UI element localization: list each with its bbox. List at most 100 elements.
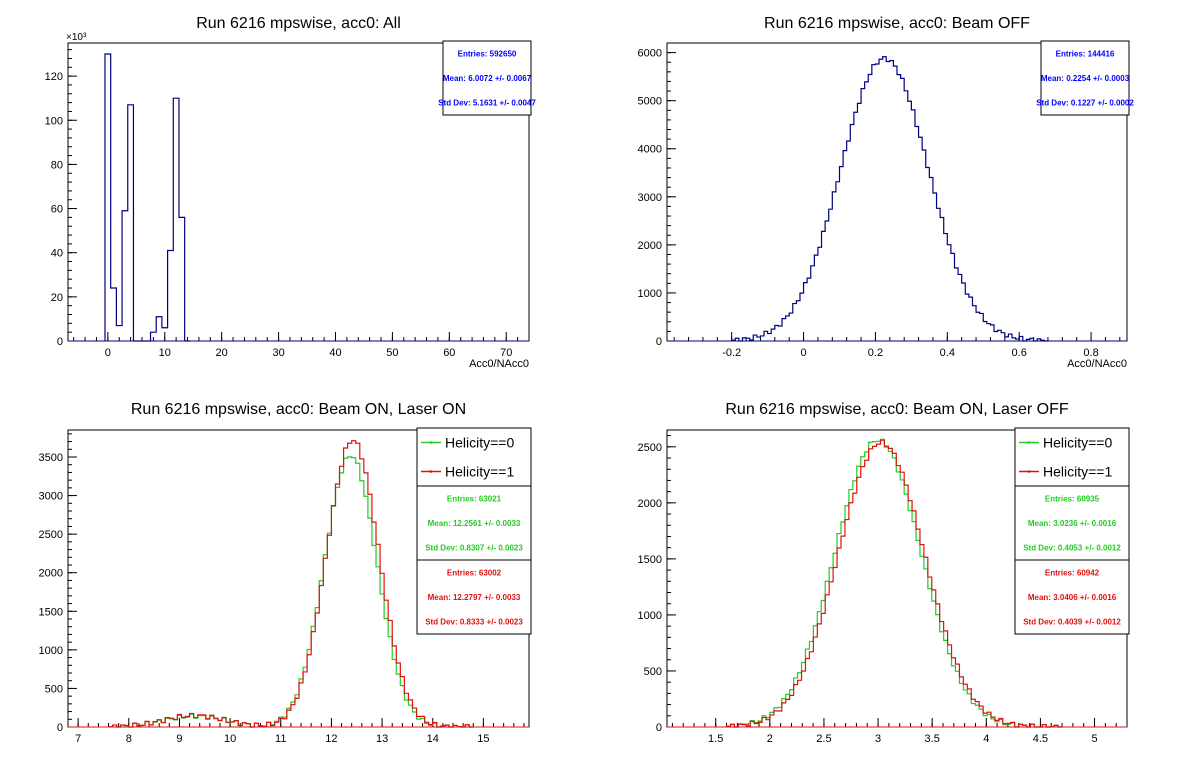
x-tick-label: 13 <box>376 733 388 745</box>
chart-title: Run 6216 mpswise, acc0: Beam ON, Laser O… <box>725 401 1068 418</box>
x-tick-label: 4.5 <box>1033 733 1048 745</box>
legend-label: Helicity==1 <box>1043 464 1112 480</box>
x-tick-label: 70 <box>500 347 512 359</box>
stat-entries: Entries: 63002 <box>447 568 502 577</box>
legend-marker <box>429 470 433 473</box>
x-axis-label: Acc0/NAcc0 <box>1067 358 1127 370</box>
y-tick-label: 1000 <box>638 288 662 300</box>
histogram-series-helicity-0 <box>725 438 1063 728</box>
stat-mean: Mean: 6.0072 +/- 0.0067 <box>443 74 532 83</box>
x-tick-label: 0.2 <box>868 347 883 359</box>
stat-entries: Entries: 60935 <box>1045 494 1100 503</box>
stat-stddev: Std Dev: 0.4039 +/- 0.0012 <box>1023 618 1121 627</box>
histogram-series-0 <box>104 53 191 342</box>
legend-label: Helicity==0 <box>445 435 514 451</box>
y-tick-label: 6000 <box>638 48 662 60</box>
stat-mean: Mean: 12.2797 +/- 0.0033 <box>428 593 521 602</box>
chart-panel-p1: Run 6216 mpswise, acc0: All 0 10 20 30 40 50 60… <box>45 15 537 370</box>
y-tick-label: 1000 <box>39 645 63 657</box>
y-tick-label: 0 <box>656 336 662 348</box>
y-tick-label: 0 <box>57 336 63 348</box>
y-tick-label: 2000 <box>638 240 662 252</box>
chart-panel-p4: Run 6216 mpswise, acc0: Beam ON, Laser O… <box>638 401 1130 745</box>
y-tick-label: 2000 <box>638 498 662 510</box>
y-tick-label: 3500 <box>39 452 63 464</box>
x-tick-label: 7 <box>75 733 81 745</box>
x-tick-label: 40 <box>329 347 341 359</box>
x-tick-label: 2.5 <box>816 733 831 745</box>
x-tick-label: 0.8 <box>1083 347 1098 359</box>
histogram-series-helicity-1 <box>725 439 1063 728</box>
chart-title: Run 6216 mpswise, acc0: Beam ON, Laser O… <box>131 401 466 418</box>
legend-label: Helicity==1 <box>445 464 514 480</box>
y-tick-label: 0 <box>656 722 662 734</box>
y-tick-label: 500 <box>45 683 63 695</box>
chart-panel-p3: Run 6216 mpswise, acc0: Beam ON, Laser O… <box>39 401 532 745</box>
x-tick-label: 5 <box>1091 733 1097 745</box>
legend-box <box>1014 427 1130 487</box>
stat-stddev: Std Dev: 0.1227 +/- 0.0002 <box>1036 99 1134 108</box>
chart-title: Run 6216 mpswise, acc0: Beam OFF <box>764 15 1030 32</box>
x-tick-label: 0.4 <box>940 347 955 359</box>
legend-marker <box>429 441 433 444</box>
stat-box <box>1014 485 1130 561</box>
y-tick-label: 1500 <box>638 554 662 566</box>
stat-entries: Entries: 592650 <box>458 49 517 58</box>
legend-box <box>416 427 532 487</box>
x-tick-label: 3 <box>875 733 881 745</box>
stat-box <box>416 485 532 561</box>
x-axis-label: Acc0/NAcc0 <box>469 358 529 370</box>
x-tick-label: 1.5 <box>708 733 723 745</box>
y-tick-label: 80 <box>51 159 63 171</box>
y-tick-label: 4000 <box>638 144 662 156</box>
y-tick-label: 5000 <box>638 96 662 108</box>
x-tick-label: 9 <box>176 733 182 745</box>
y-tick-label: 2000 <box>39 568 63 580</box>
stat-stddev: Std Dev: 5.1631 +/- 0.0047 <box>438 99 536 108</box>
legend-marker <box>1027 470 1031 473</box>
stat-mean: Mean: 3.0236 +/- 0.0016 <box>1028 519 1117 528</box>
y-tick-label: 20 <box>51 292 63 304</box>
histogram-series-helicity-1 <box>107 440 474 728</box>
legend-marker <box>1027 441 1031 444</box>
x-tick-label: 0 <box>801 347 807 359</box>
stat-entries: Entries: 63021 <box>447 494 502 503</box>
x-tick-label: 10 <box>224 733 236 745</box>
y-tick-label: 100 <box>45 115 63 127</box>
y-tick-label: 120 <box>45 71 63 83</box>
y-tick-label: 3000 <box>39 491 63 503</box>
y-tick-label: 0 <box>57 722 63 734</box>
x-tick-label: 12 <box>325 733 337 745</box>
x-tick-label: 8 <box>126 733 132 745</box>
stat-box <box>416 559 532 635</box>
stat-entries: Entries: 144416 <box>1056 49 1115 58</box>
x-tick-label: 50 <box>386 347 398 359</box>
x-tick-label: 2 <box>767 733 773 745</box>
stat-box <box>1040 40 1130 116</box>
x-tick-label: 3.5 <box>925 733 940 745</box>
x-tick-label: 14 <box>427 733 439 745</box>
y-tick-label: 3000 <box>638 192 662 204</box>
x-tick-label: 10 <box>159 347 171 359</box>
stat-entries: Entries: 60942 <box>1045 568 1100 577</box>
y-tick-label: 1000 <box>638 610 662 622</box>
stat-stddev: Std Dev: 0.8307 +/- 0.0023 <box>425 544 523 553</box>
y-tick-label: 60 <box>51 204 63 216</box>
stat-mean: Mean: 0.2254 +/- 0.0003 <box>1041 74 1130 83</box>
y-tick-label: 40 <box>51 248 63 260</box>
x-tick-label: 60 <box>443 347 455 359</box>
x-tick-label: 20 <box>216 347 228 359</box>
y-tick-label: 1500 <box>39 606 63 618</box>
x-tick-label: -0.2 <box>722 347 741 359</box>
legend-label: Helicity==0 <box>1043 435 1112 451</box>
x-tick-label: 11 <box>275 733 286 745</box>
y-multiplier-label: ×10³ <box>66 32 87 43</box>
chart-panel-p2: Run 6216 mpswise, acc0: Beam OFF -0.2 0 0.2… <box>638 15 1135 370</box>
stat-mean: Mean: 12.2561 +/- 0.0033 <box>428 519 521 528</box>
stat-stddev: Std Dev: 0.8333 +/- 0.0023 <box>425 618 523 627</box>
y-tick-label: 500 <box>644 666 662 678</box>
x-tick-label: 15 <box>477 733 489 745</box>
y-tick-label: 2500 <box>638 442 662 454</box>
stat-stddev: Std Dev: 0.4053 +/- 0.0012 <box>1023 544 1121 553</box>
